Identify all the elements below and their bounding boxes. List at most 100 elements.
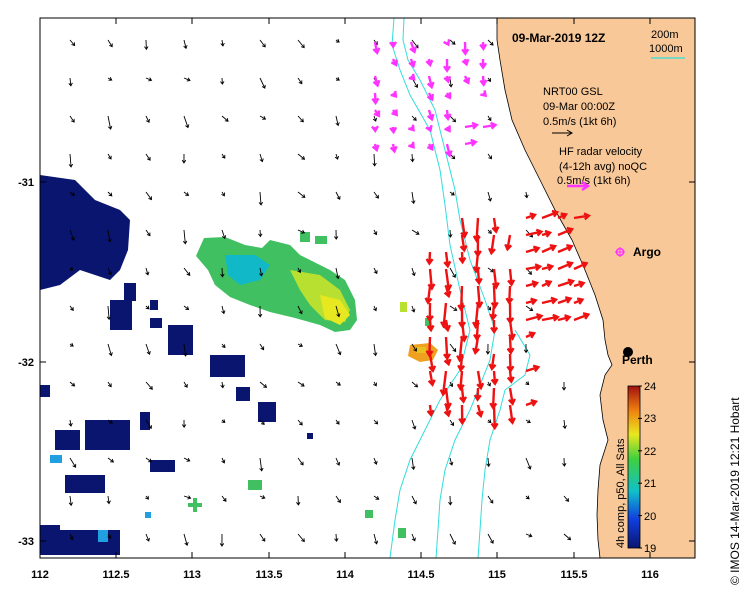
model-vector-icon: [297, 419, 303, 426]
model-vector-icon: [145, 495, 149, 500]
radar-vector-icon: [373, 109, 381, 118]
radar-vector-icon: [541, 313, 560, 322]
isobath-200m: [402, 18, 496, 558]
model-vector-icon: [487, 115, 492, 122]
radar-vector-icon: [425, 58, 434, 68]
model-vector-icon: [106, 305, 112, 321]
model-vector-icon: [183, 381, 188, 388]
radar-vector-icon: [426, 319, 435, 333]
model-vector-icon: [145, 343, 151, 356]
radar-vector-icon: [525, 280, 540, 288]
radar-vector-icon: [460, 217, 469, 239]
radar-vector-icon: [557, 260, 574, 271]
radar-vector-icon: [426, 404, 435, 418]
model-vector-icon: [525, 305, 534, 312]
model-vector-icon: [525, 419, 531, 424]
model-vector-icon: [259, 343, 265, 351]
radar-vector-icon: [389, 143, 398, 154]
radar-vector-icon: [464, 138, 478, 147]
radar-vector-icon: [505, 285, 514, 305]
model-vector-icon: [372, 115, 378, 122]
radar-vector-icon: [541, 279, 553, 288]
model-vector-icon: [145, 457, 153, 463]
radar-vector-icon: [443, 404, 452, 418]
radar-vector-icon: [427, 370, 436, 387]
model-vector-icon: [411, 533, 416, 542]
model-vector-icon: [68, 153, 74, 168]
argo-label: Argo: [633, 245, 661, 259]
model-vector-icon: [258, 267, 264, 277]
radar-vector-icon: [507, 404, 516, 425]
model-vector-icon: [107, 153, 112, 160]
perth-label: Perth: [622, 353, 653, 367]
radar-vector-icon: [472, 336, 480, 356]
lat-tick-label: -32: [18, 357, 34, 369]
model-legend-arrow-icon: [552, 129, 573, 137]
radar-vector-icon: [457, 353, 466, 373]
model-vector-icon: [259, 77, 266, 89]
model-vector-icon: [335, 76, 340, 81]
radar-vector-icon: [488, 353, 497, 371]
radar-vector-icon: [490, 319, 499, 335]
model-vector-icon: [449, 457, 454, 466]
model-vector-icon: [145, 305, 150, 310]
sst-patches-warm: [188, 232, 431, 538]
map-title: 09-Mar-2019 12Z: [512, 31, 605, 45]
radar-vector-icon: [443, 353, 452, 367]
model-vector-icon: [449, 533, 456, 545]
model-vector-icon: [373, 533, 379, 545]
radar-vector-icon: [557, 278, 576, 288]
model-vector-icon: [448, 495, 453, 506]
radar-vector-icon: [506, 370, 515, 384]
model-vector-icon: [145, 267, 150, 276]
radar-vector-icon: [472, 251, 481, 274]
model-vector-icon: [68, 419, 73, 427]
model-vector-icon: [183, 115, 190, 129]
model-vector-icon: [183, 343, 188, 357]
model-vector-icon: [297, 305, 303, 315]
model-vector-icon: [373, 267, 378, 275]
model-vector-icon: [182, 229, 188, 245]
radar-vector-icon: [541, 209, 560, 220]
model-vector-icon: [297, 39, 305, 49]
radar-vector-icon: [443, 75, 452, 84]
credit-text: © IMOS 14-Mar-2019 12:21 Hobart: [728, 397, 739, 585]
model-vector-icon: [69, 305, 74, 311]
radar-vector-icon: [426, 143, 434, 152]
radar-legend-arrow-icon: [567, 181, 591, 191]
model-vector-icon: [297, 191, 306, 198]
model-vector-icon: [183, 77, 191, 82]
model-vector-icon: [221, 191, 225, 197]
radar-vector-icon: [525, 245, 541, 254]
model-vector-icon: [69, 115, 75, 123]
radar-vector-icon: [427, 268, 436, 291]
argo-marker-icon: [615, 247, 625, 257]
model-vector-icon: [525, 495, 530, 500]
model-vector-icon: [69, 229, 75, 241]
model-vector-icon: [373, 457, 378, 465]
colorbar-tick-label: 19: [644, 543, 656, 555]
model-vector-icon: [524, 191, 529, 199]
model-vector-icon: [487, 533, 494, 544]
model-vector-icon: [335, 115, 340, 127]
plot-frame: [39, 17, 696, 559]
model-vector-icon: [258, 191, 264, 206]
radar-vector-icon: [461, 58, 470, 67]
model-vector-icon: [487, 305, 492, 311]
radar-vector-icon: [573, 212, 591, 221]
radar-vector-icon: [476, 370, 485, 391]
radar-vector-icon: [443, 58, 452, 73]
radar-vector-icon: [371, 125, 379, 133]
radar-vector-icon: [371, 143, 380, 153]
model-vector-icon: [333, 229, 339, 240]
radar-vectors-north: [371, 39, 498, 158]
radar-vector-icon: [407, 124, 415, 132]
model-vector-icon: [181, 153, 187, 164]
radar-vectors-south: [424, 209, 591, 431]
radar-vector-icon: [390, 58, 398, 67]
contour-legend-200m: 200m: [651, 29, 679, 41]
model-vector-icon: [144, 39, 149, 51]
radar-vector-icon: [390, 90, 398, 99]
radar-vector-icon: [473, 387, 482, 402]
